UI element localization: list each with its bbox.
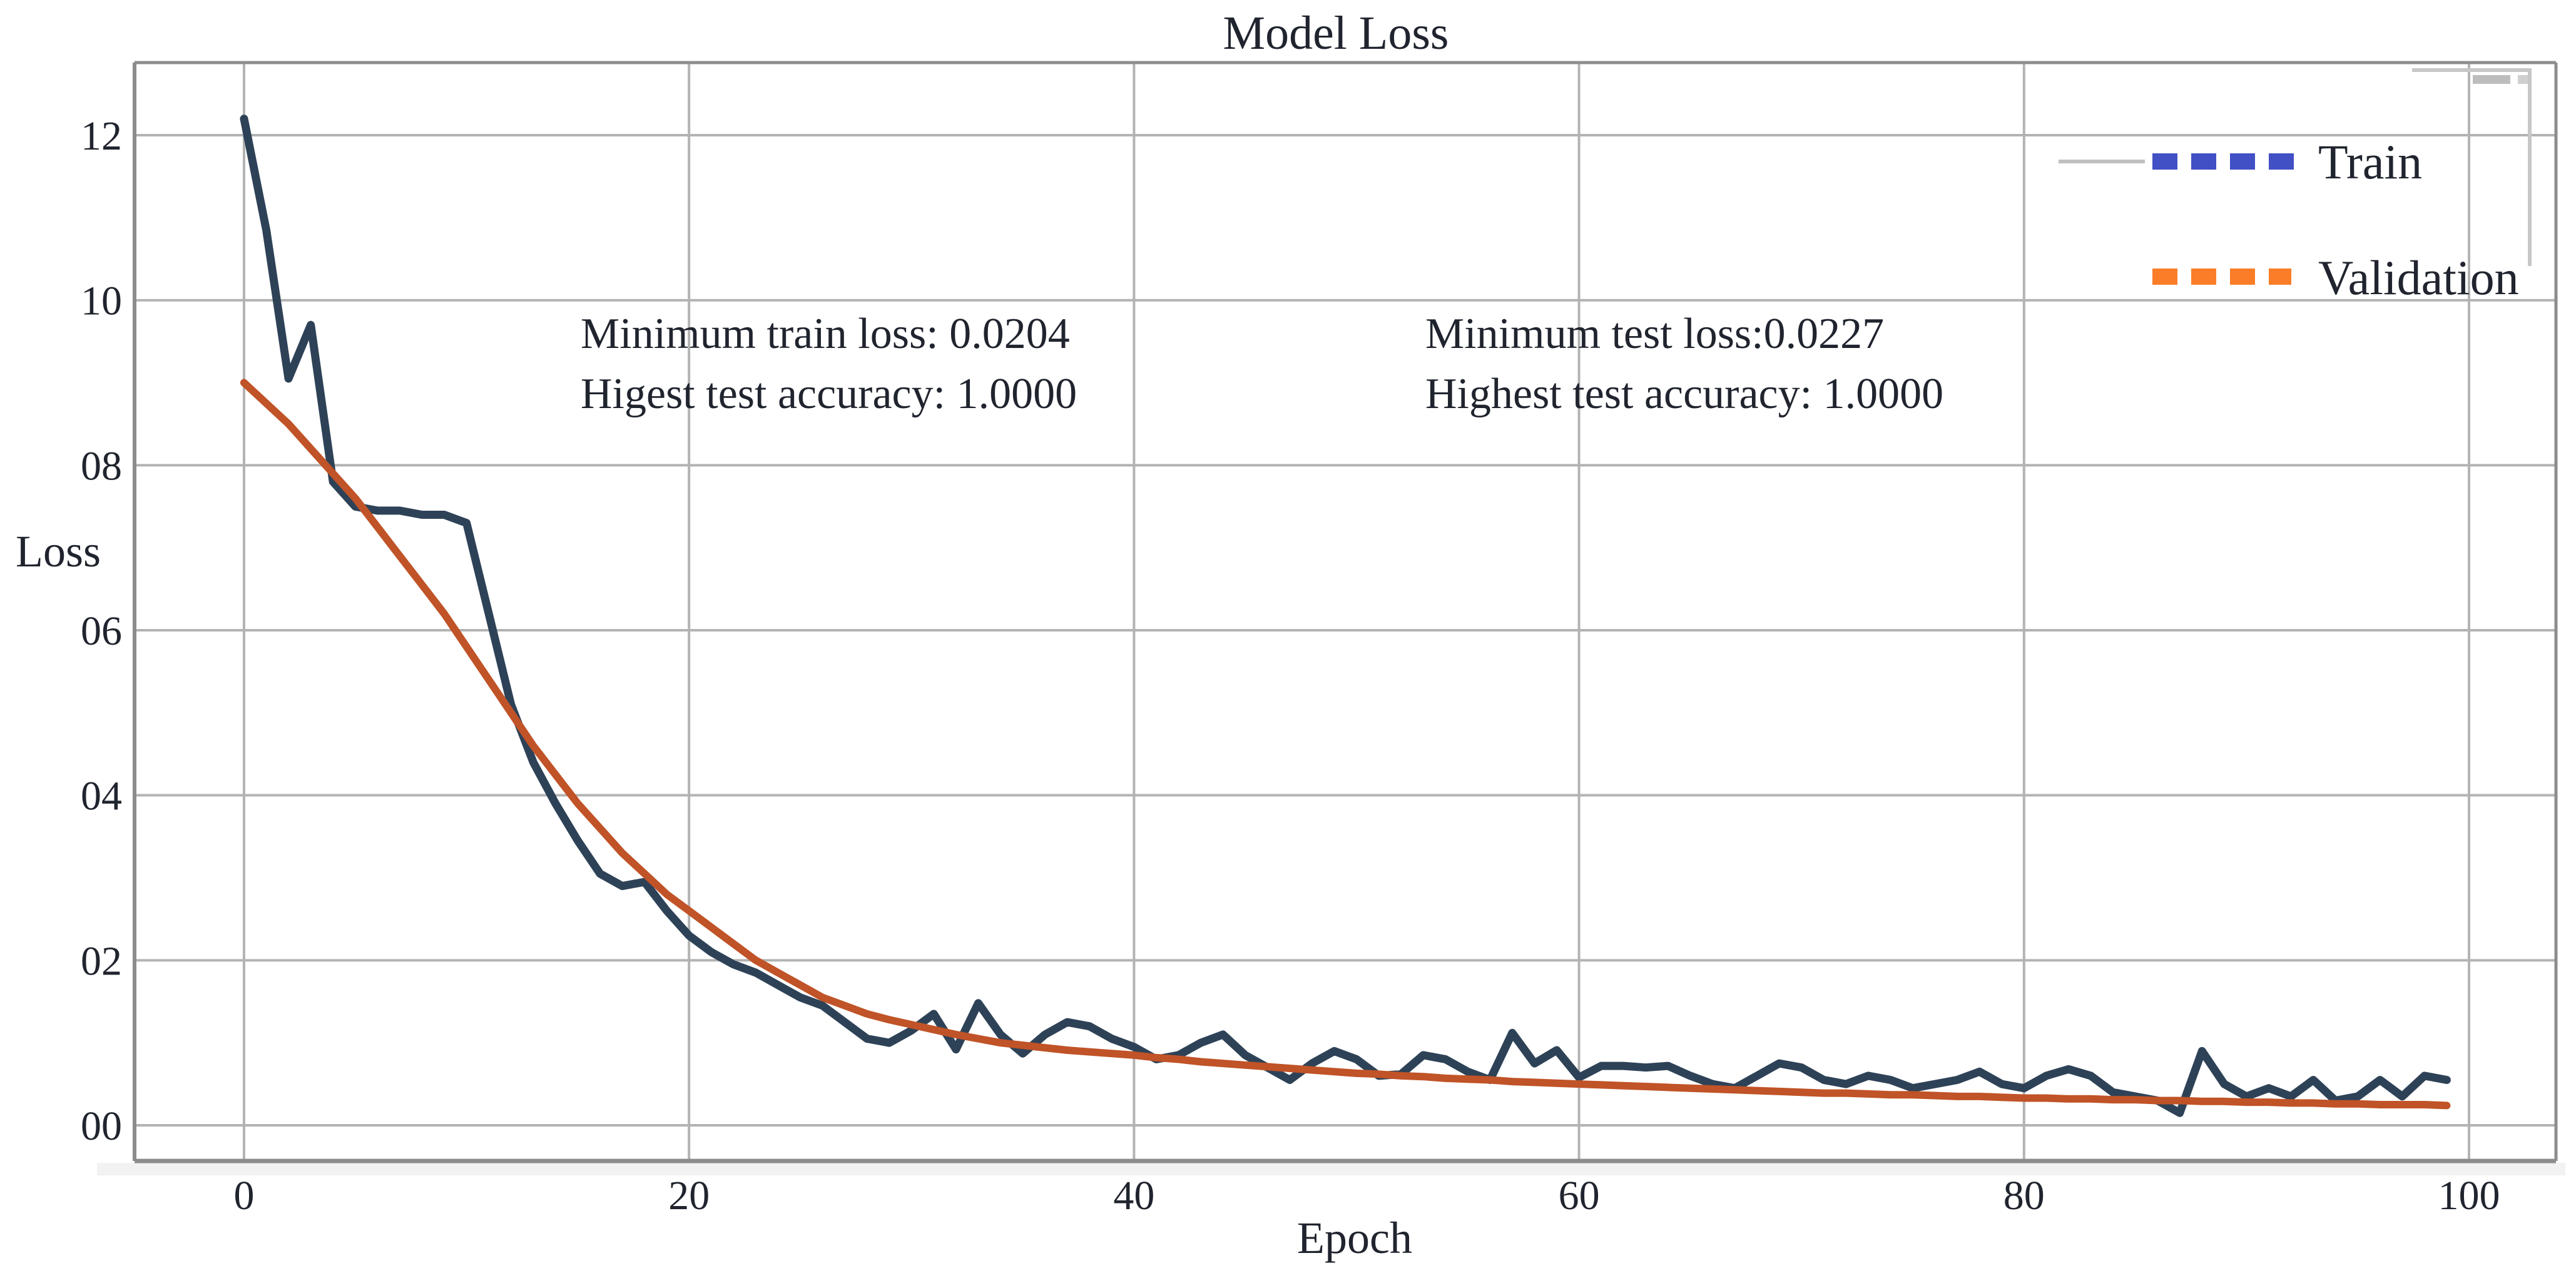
y-tick-label: 02 xyxy=(81,938,122,984)
legend: Train Validation xyxy=(2152,135,2519,305)
legend-validation-label: Validation xyxy=(2318,250,2519,305)
ui-artifact-box xyxy=(2059,68,2532,266)
x-tick-label: 0 xyxy=(234,1173,255,1219)
x-tick-label: 40 xyxy=(1113,1173,1154,1219)
train-annotation-block: Minimum train loss: 0.0204 Higest test a… xyxy=(581,310,1077,418)
tick-layer: 00 02 04 06 08 10 12 0 20 40 60 80 100 xyxy=(81,113,2500,1219)
y-tick-label: 12 xyxy=(81,113,122,159)
x-tick-label: 80 xyxy=(2003,1173,2045,1219)
grid-layer xyxy=(135,63,2556,1161)
min-test-loss-text: Minimum test loss:0.0227 xyxy=(1425,310,1884,358)
artifact-partial-rect xyxy=(2412,68,2532,266)
x-tick-label: 20 xyxy=(668,1173,710,1219)
y-tick-label: 06 xyxy=(81,608,122,654)
y-tick-label: 00 xyxy=(81,1103,122,1149)
x-axis-label: Epoch xyxy=(1297,1213,1412,1263)
validation-line xyxy=(240,379,2451,1110)
series-layer xyxy=(240,115,2451,1117)
highest-test-accuracy-text: Highest test accuracy: 1.0000 xyxy=(1425,370,1943,418)
y-tick-label: 08 xyxy=(81,443,122,489)
y-axis-label: Loss xyxy=(16,526,101,576)
train-line xyxy=(240,115,2451,1117)
axis-shadow-band xyxy=(97,1163,2565,1175)
test-annotation-block: Minimum test loss:0.0227 Highest test ac… xyxy=(1425,310,1943,418)
plot-area xyxy=(135,63,2556,1161)
highest-accuracy-text: Higest test accuracy: 1.0000 xyxy=(581,370,1077,418)
x-tick-label: 100 xyxy=(2438,1173,2500,1219)
min-train-loss-text: Minimum train loss: 0.0204 xyxy=(581,310,1070,358)
y-tick-label: 10 xyxy=(81,279,122,324)
x-tick-label: 60 xyxy=(1559,1173,1600,1219)
y-tick-label: 04 xyxy=(81,774,122,819)
chart-title: Model Loss xyxy=(1223,7,1449,59)
legend-train-label: Train xyxy=(2318,135,2422,189)
